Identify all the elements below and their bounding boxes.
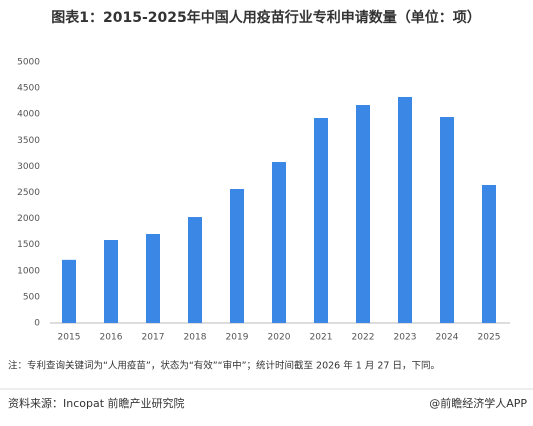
bar: [440, 117, 454, 323]
bar: [104, 240, 118, 323]
bar: [356, 105, 370, 323]
x-tick-label: 2024: [436, 333, 459, 343]
y-tick-label: 1000: [17, 266, 40, 276]
y-tick-label: 2000: [17, 214, 40, 224]
x-tick-label: 2020: [268, 333, 291, 343]
credit: @前瞻经济学人APP: [429, 396, 527, 410]
bar: [146, 233, 160, 323]
y-tick-label: 5000: [17, 58, 40, 68]
x-tick-label: 2015: [58, 333, 81, 343]
y-tick-label: 4500: [17, 84, 40, 94]
x-tick-label: 2023: [394, 333, 417, 343]
x-tick-label: 2017: [142, 333, 165, 343]
y-tick-label: 3500: [17, 136, 40, 146]
bar: [482, 184, 496, 323]
x-tick-label: 2018: [184, 333, 207, 343]
x-tick-label: 2021: [310, 333, 333, 343]
y-tick-label: 0: [34, 319, 40, 329]
y-tick-label: 3000: [17, 162, 40, 172]
bar: [314, 118, 328, 324]
y-tick-label: 500: [23, 292, 40, 302]
y-tick-label: 1500: [17, 240, 40, 250]
x-tick-label: 2025: [478, 333, 501, 343]
bar: [398, 96, 412, 323]
x-tick-label: 2019: [226, 333, 249, 343]
source: 资料来源：Incopat 前瞻产业研究院: [8, 396, 185, 410]
bar: [230, 189, 244, 323]
bar: [188, 217, 202, 323]
y-tick-label: 2500: [17, 188, 40, 198]
note: 注：专利查询关键词为“人用疫苗”，状态为“有效”“审中”；统计时间截至 2026…: [8, 360, 440, 372]
x-tick-label: 2022: [352, 333, 375, 343]
chart-title: 图表1：2015-2025年中国人用疫苗行业专利申请数量（单位：项）: [51, 9, 480, 26]
x-tick-label: 2016: [100, 333, 123, 343]
bar: [62, 259, 76, 323]
y-tick-label: 4000: [17, 110, 40, 120]
bar: [272, 162, 286, 323]
